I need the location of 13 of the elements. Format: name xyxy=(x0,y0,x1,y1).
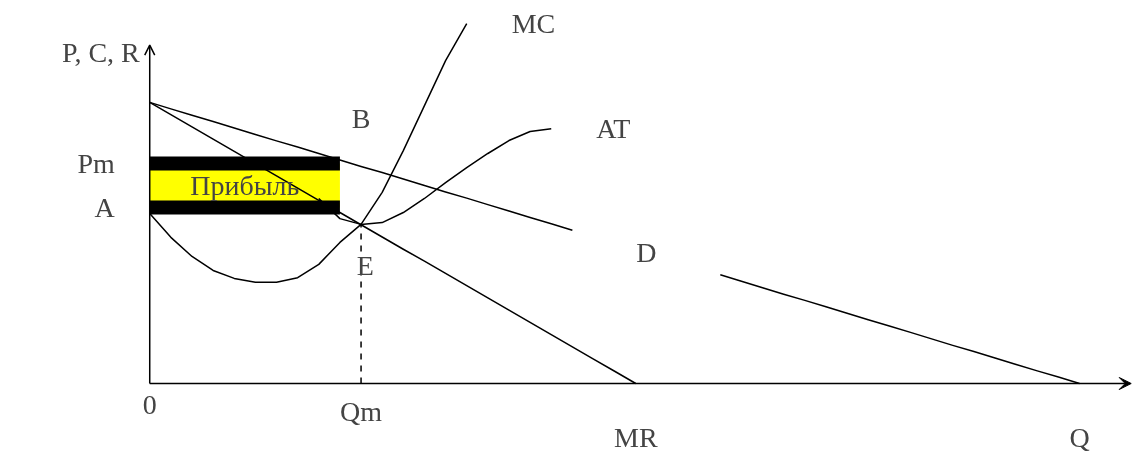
y-axis-title: P, C, R xyxy=(61,36,141,68)
series-label: MC xyxy=(511,7,556,39)
annotation: E xyxy=(356,249,374,281)
text: D xyxy=(636,236,657,268)
x-axis-title: Q xyxy=(1069,421,1090,453)
text: Pm xyxy=(77,148,115,180)
series-label: MR xyxy=(613,421,658,453)
x-tick-label: Qm xyxy=(340,395,383,427)
series-label: Прибыль xyxy=(190,170,300,202)
annotation: B xyxy=(351,102,371,134)
x-tick-label: 0 xyxy=(142,388,157,420)
series-label: AT xyxy=(596,112,631,144)
text: A xyxy=(94,191,116,223)
